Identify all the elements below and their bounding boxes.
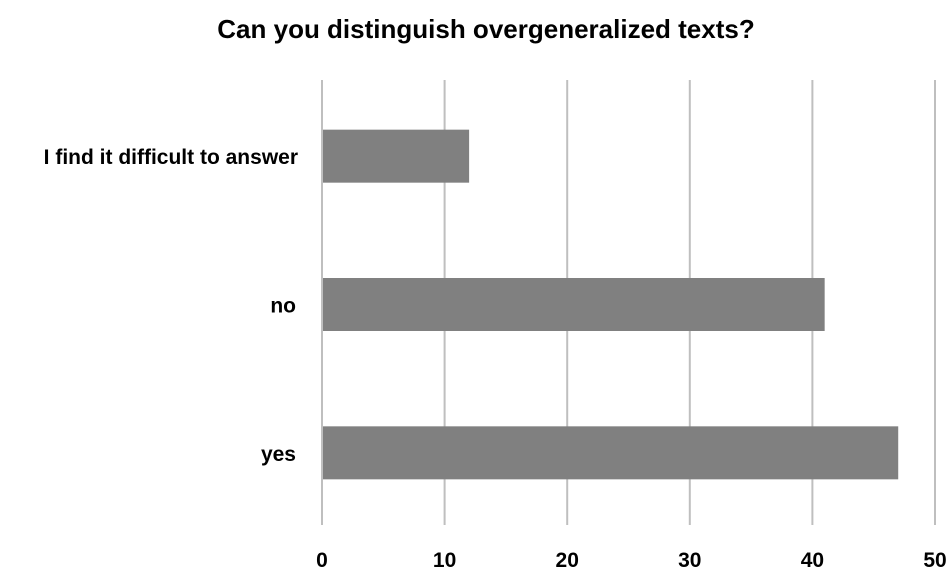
category-labels: I find it difficult to answer no yes: [44, 146, 298, 466]
x-tick-label: 50: [923, 549, 946, 571]
category-label: I find it difficult to answer: [44, 146, 298, 169]
bar-1: [323, 278, 825, 331]
bar-2: [323, 426, 899, 480]
x-tick-label: 10: [433, 549, 456, 571]
bar-0: [323, 129, 470, 183]
category-label: yes: [261, 443, 296, 466]
bars: [323, 129, 899, 480]
x-tick-label: 40: [801, 549, 824, 571]
chart-title: Can you distinguish overgeneralized text…: [217, 14, 754, 44]
x-tick-label: 0: [316, 549, 328, 571]
x-axis-tick-labels: 0 10 20 30 40 50: [316, 549, 947, 571]
x-tick-label: 20: [556, 549, 579, 571]
category-label: no: [270, 295, 296, 318]
x-tick-label: 30: [678, 549, 701, 571]
